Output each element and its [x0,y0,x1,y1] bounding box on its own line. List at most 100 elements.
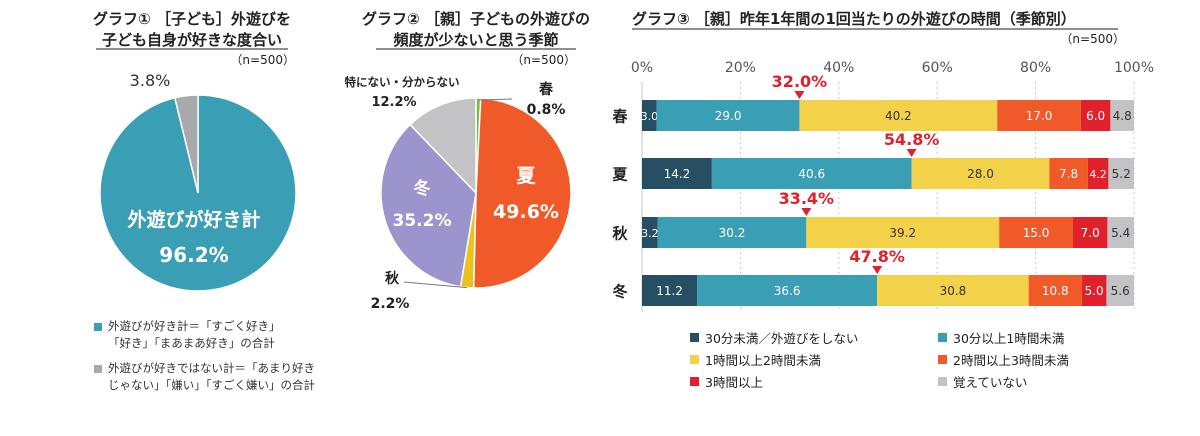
chart3-bar-1-4 [1087,158,1109,189]
chart2-slice-4-name: 特にない・分からない [345,75,460,89]
chart1-slice-1 [173,94,199,194]
chart3-legend-label-0: 30分未満／外遊びをしない [705,331,859,346]
chart1-legend-dislike-line1: 外遊びが好きではない計＝「あまり好き [108,361,315,375]
chart1-slice-0-name: 外遊びが好き計 [127,208,260,231]
chart3-tick-2: 40% [823,60,854,76]
chart3-value-1-4: 4.2 [1089,168,1107,181]
chart3-value-1-5: 5.2 [1112,167,1131,181]
chart3-bar-2-1 [657,217,807,248]
chart3-value-3-3: 10.8 [1042,284,1069,298]
chart3-value-2-4: 7.0 [1081,226,1100,240]
chart3-legend-swatch-2 [690,355,699,364]
chart3-value-0-1: 29.0 [715,109,742,123]
chart3-bar-1-0 [642,158,712,189]
chart3-value-2-0: 3.2 [641,227,659,240]
chart3-value-0-2: 40.2 [885,109,912,123]
chart3-legend-label-4: 3時間以上 [705,375,763,390]
chart2-slice-3-name: 冬 [414,178,431,199]
chart3-tick-0: 0% [631,60,653,76]
chart2-slice-2-value: 2.2% [371,296,410,312]
chart2-n-label: （n=500） [511,53,576,67]
chart3-value-1-3: 7.8 [1059,167,1078,181]
chart3-annotation-1: 54.8% [884,130,940,149]
chart3-value-0-3: 17.0 [1026,109,1053,123]
chart3-bars: 0% 20% 40% 60% 80% 100% 春 3.0 29.0 40.2 17.0 6.0 4.8… [611,60,1154,312]
chart3-annotation-marker-0 [794,91,805,99]
chart3-legend-swatch-4 [690,377,699,386]
chart1-legend-item-like: 外遊びが好き計＝「すごく好き」 「好き」「まあまあ好き」の合計 [94,318,344,352]
chart3-annotation-0: 32.0% [772,72,828,91]
chart2-slice-1-value: 49.6% [493,201,559,223]
chart3-bar-1-2 [911,158,1050,189]
chart2-slice-3-value: 35.2% [393,211,452,231]
chart3-bar-3-2 [877,275,1029,306]
chart3-annotation-marker-3 [872,266,883,274]
chart1-legend-swatch-like [94,323,102,331]
chart3-category-3: 冬 [612,283,627,301]
chart3-bar-0-5 [1110,100,1134,131]
chart3-bar-3-0 [642,275,698,306]
chart3-value-3-2: 30.8 [940,284,967,298]
chart3-annotation-marker-1 [906,149,917,157]
chart3-value-0-5: 4.8 [1113,109,1132,123]
chart3-bar-1-5 [1108,158,1134,189]
chart3-annotation-3: 47.8% [849,247,905,266]
chart2-pie: 春 0.8% 夏 49.6% 秋 2.2% 冬 35.2% 特にない・分からない 12.2% [345,75,572,312]
chart3-value-1-1: 40.6 [798,167,825,181]
chart1-legend-text-like: 外遊びが好き計＝「すごく好き」 「好き」「まあまあ好き」の合計 [108,318,281,352]
chart1-legend: 外遊びが好き計＝「すごく好き」 「好き」「まあまあ好き」の合計 外遊びが好きでは… [94,318,344,402]
chart2-leader-2 [403,281,468,289]
chart3-annotation-2: 33.4% [779,189,835,208]
chart3-tick-5: 100% [1114,60,1154,76]
chart3-legend-label-2: 1時間以上2時間未満 [705,353,821,368]
chart1-slice-0-value: 96.2% [159,243,228,267]
chart1-pie: 外遊びが好き計 96.2% 3.8% [99,71,297,292]
chart3-legend-item-3: 2時間以上3時間未満 [938,350,1069,369]
chart3-legend-label-1: 30分以上1時間未満 [953,331,1065,346]
chart3-bar-2-4 [1072,217,1108,248]
chart3-legend-swatch-5 [938,377,947,386]
chart3-category-2: 秋 [612,225,628,243]
chart3-value-2-5: 5.4 [1111,226,1130,240]
chart3-legend-item-2: 1時間以上2時間未満 [690,350,821,369]
chart3-value-2-3: 15.0 [1023,226,1050,240]
chart1-title-line1: グラフ① ［子ども］外遊びを [93,10,291,28]
chart3-legend-swatch-0 [690,333,699,342]
chart3-title: グラフ③ ［親］昨年1年間の1回当たりの外遊びの時間（季節別） [632,10,1076,28]
chart2-slice-3 [380,123,477,288]
chart3-legend-swatch-1 [938,333,947,342]
chart3-category-1: 夏 [611,166,628,184]
chart3-tick-4: 80% [1020,60,1051,76]
chart3-value-3-0: 11.2 [656,284,683,298]
chart3-legend-label-5: 覚えていない [953,375,1028,390]
chart1-legend-item-dislike: 外遊びが好きではない計＝「あまり好き じゃない」「嫌い」「すごく嫌い」の合計 [94,360,344,394]
chart1-slice-1-value: 3.8% [130,71,171,90]
chart3-value-3-1: 36.6 [774,284,801,298]
chart3-bar-2-2 [806,217,1000,248]
chart3-annotation-marker-2 [801,208,812,216]
chart3-bar-3-5 [1106,275,1134,306]
chart3-tick-1: 20% [725,60,756,76]
chart2-slice-4-value: 12.2% [371,95,416,110]
chart1-legend-text-dislike: 外遊びが好きではない計＝「あまり好き じゃない」「嫌い」「すごく嫌い」の合計 [108,360,315,394]
chart3-bar-3-4 [1081,275,1107,306]
chart3-bar-3-3 [1028,275,1082,306]
chart3-bar-0-0 [642,100,657,131]
chart3-bar-2-5 [1107,217,1134,248]
chart3-legend-item-5: 覚えていない [938,372,1027,391]
chart3-value-1-2: 28.0 [967,167,994,181]
chart1-legend-dislike-line2: じゃない」「嫌い」「すごく嫌い」の合計 [108,378,315,392]
chart3-legend-swatch-3 [938,355,947,364]
chart2-leader-0 [479,98,513,101]
chart3-category-0: 春 [612,108,627,126]
chart2-slice-2-name: 秋 [385,270,400,287]
chart3-value-2-1: 30.2 [719,226,746,240]
chart3-bar-0-3 [997,100,1081,131]
chart3-value-0-4: 6.0 [1086,109,1105,123]
chart2-slice-4 [409,97,477,195]
chart1-n-label: （n=500） [230,53,295,67]
chart3-bar-2-3 [999,217,1073,248]
chart3-bar-2-0 [642,217,658,248]
chart3-n-label: （n=500） [1060,32,1125,46]
